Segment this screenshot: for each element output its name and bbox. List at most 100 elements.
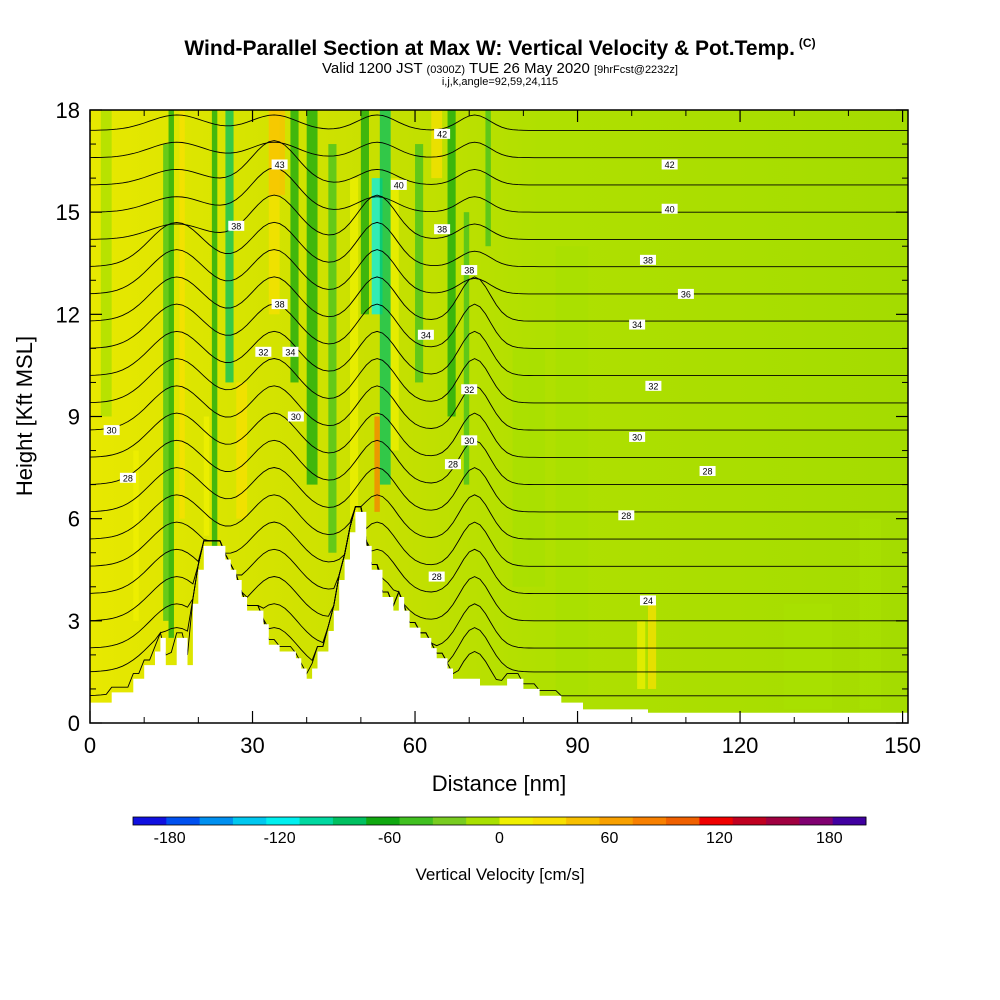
velocity-band — [133, 450, 139, 621]
velocity-band — [306, 110, 318, 485]
svg-text:38: 38 — [437, 225, 447, 235]
isentrope-line — [90, 276, 908, 322]
isentrope-label: 32 — [645, 380, 662, 391]
svg-text:38: 38 — [275, 300, 285, 310]
svg-text:28: 28 — [123, 473, 133, 483]
chart-subtitle: Valid 1200 JST (0300Z) TUE 26 May 2020 [… — [0, 60, 1000, 77]
isentrope-line — [90, 494, 908, 540]
svg-text:28: 28 — [448, 460, 458, 470]
velocity-band — [268, 110, 280, 315]
svg-text:43: 43 — [275, 160, 285, 170]
title-copyright-mark: (C) — [798, 36, 816, 50]
y-tick-label: 15 — [56, 200, 80, 225]
colorbar-swatch — [732, 817, 767, 825]
velocity-band — [225, 110, 234, 383]
isentrope-line — [90, 140, 908, 186]
colorbar-swatch — [699, 817, 734, 825]
colorbar-tick-label: -180 — [154, 830, 186, 847]
svg-text:34: 34 — [632, 320, 642, 330]
velocity-band — [163, 144, 169, 621]
colorbar-tick-label: -60 — [378, 830, 401, 847]
isentrope-label: 43 — [271, 159, 288, 170]
colorbar-swatch — [133, 817, 167, 825]
isentrope-label: 42 — [434, 128, 451, 139]
isentrope-label: 38 — [434, 224, 451, 235]
isentrope-label: 38 — [461, 265, 478, 276]
svg-text:38: 38 — [643, 255, 653, 265]
isentrope-label: 40 — [390, 179, 407, 190]
svg-text:24: 24 — [643, 596, 653, 606]
isentrope-label: 28 — [444, 459, 461, 470]
velocity-band — [637, 620, 646, 689]
isentrope-label: 34 — [629, 319, 646, 330]
svg-text:28: 28 — [621, 511, 631, 521]
x-axis-label: Distance [nm] — [432, 771, 567, 796]
svg-text:30: 30 — [107, 426, 117, 436]
subtitle-valid: Valid 1200 JST — [322, 60, 423, 77]
svg-text:30: 30 — [291, 412, 301, 422]
isentrope-line — [90, 412, 908, 458]
isentrope-label: 30 — [629, 431, 646, 442]
plot-area: 43 42 42 40 40 38 38 38 38 38 36 34 34 34 32 32 32 30 30 30… — [90, 110, 908, 723]
colorbar-tick-label: 120 — [706, 830, 733, 847]
y-axis-label: Height [Kft MSL] — [12, 336, 37, 496]
colorbar-tick-label: -120 — [264, 830, 296, 847]
colorbar-swatch — [366, 817, 401, 825]
colorbar-swatch — [166, 817, 201, 825]
velocity-band — [485, 110, 491, 247]
isentrope-label: 30 — [461, 435, 478, 446]
y-tick-label: 0 — [68, 711, 80, 736]
svg-text:32: 32 — [648, 381, 658, 391]
subtitle-forecast: [9hrFcst@2232z] — [594, 64, 678, 76]
velocity-band — [328, 144, 337, 553]
velocity-band — [211, 110, 218, 587]
svg-text:42: 42 — [437, 129, 447, 139]
isentrope-label: 38 — [228, 220, 245, 231]
svg-text:38: 38 — [464, 266, 474, 276]
isentrope-label: 24 — [639, 595, 656, 606]
velocity-band — [168, 110, 174, 638]
x-tick-label: 60 — [403, 733, 427, 758]
isentrope-line — [90, 506, 908, 595]
velocity-band — [100, 110, 112, 417]
y-tick-label: 9 — [68, 405, 80, 430]
colorbar-swatch — [466, 817, 500, 825]
x-tick-label: 30 — [240, 733, 264, 758]
svg-text:28: 28 — [703, 466, 713, 476]
colorbar-swatch — [232, 817, 267, 825]
isentrope-label: 38 — [639, 254, 656, 265]
svg-text:40: 40 — [665, 204, 675, 214]
velocity-band — [379, 110, 391, 485]
isentrope-label: 28 — [618, 510, 635, 521]
colorbar-swatch — [599, 817, 634, 825]
chart-title: Wind-Parallel Section at Max W: Vertical… — [184, 36, 816, 60]
isentrope-label: 36 — [677, 288, 694, 299]
velocity-band — [360, 110, 369, 315]
colorbar-swatch — [799, 817, 834, 825]
velocity-band — [350, 178, 359, 519]
velocity-band — [647, 603, 657, 689]
isentrope-line — [90, 114, 908, 131]
svg-text:30: 30 — [464, 436, 474, 446]
svg-text:38: 38 — [231, 221, 241, 231]
isentrope-line — [90, 167, 908, 213]
chart-subtitle-indices: i,j,k,angle=92,59,24,115 — [441, 76, 559, 88]
isentrope-label: 30 — [287, 411, 304, 422]
isentrope-label: 34 — [282, 346, 299, 357]
colorbar-frame — [132, 816, 867, 826]
isentrope-line — [90, 506, 908, 567]
svg-text:32: 32 — [464, 385, 474, 395]
colorbar-swatch — [632, 817, 667, 825]
isentrope-label: 34 — [417, 329, 434, 340]
isentrope-line — [90, 249, 908, 295]
y-tick-label: 6 — [68, 507, 80, 532]
velocity-band — [236, 382, 248, 519]
x-tick-label: 150 — [884, 733, 921, 758]
x-tick-label: 90 — [565, 733, 589, 758]
y-tick-label: 3 — [68, 609, 80, 634]
isentrope-line — [90, 221, 908, 268]
svg-text:34: 34 — [421, 330, 431, 340]
isentrope-label: 30 — [103, 425, 120, 436]
isentrope-label: 32 — [255, 346, 272, 357]
